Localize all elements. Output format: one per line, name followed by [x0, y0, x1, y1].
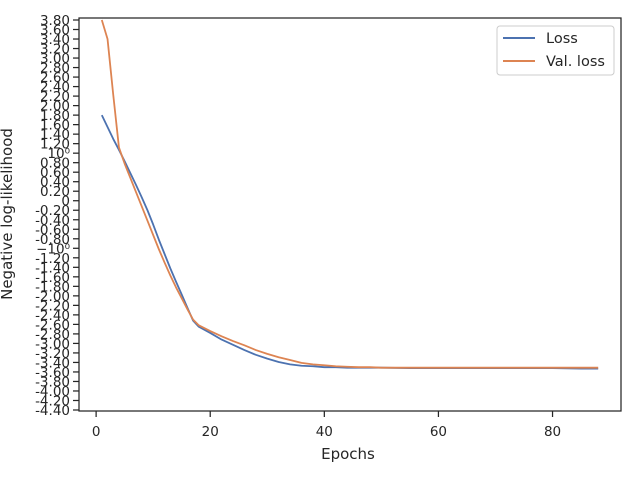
- y-tick-label: 0.40: [40, 175, 70, 191]
- y-tick-label: 10⁰: [47, 146, 70, 162]
- y-tick-label: -3.80: [35, 374, 70, 390]
- x-axis: 0 20 40 60 80: [92, 411, 561, 440]
- y-tick-label: 3.20: [40, 42, 70, 58]
- y-tick-label: 2.80: [40, 61, 70, 77]
- series-line-loss: [101, 114, 599, 370]
- y-tick-label: 3.80: [40, 13, 70, 29]
- x-tick-label: 60: [430, 424, 447, 440]
- y-tick-label: 0: [61, 194, 70, 210]
- y-tick-label: 0.60: [40, 165, 70, 181]
- y-tick-label: 3.60: [40, 23, 70, 39]
- y-tick-label: -2.80: [35, 327, 70, 343]
- y-tick-label: -1.60: [35, 270, 70, 286]
- plot-area-frame: [78, 17, 622, 412]
- y-tick-label: −10⁰: [36, 241, 70, 257]
- y-tick-label: -3.40: [35, 355, 70, 371]
- y-tick-label: 0.80: [40, 156, 70, 172]
- x-tick-label: 0: [92, 424, 101, 440]
- y-tick-label: -0.40: [35, 213, 70, 229]
- y-tick-label: 0.20: [40, 184, 70, 200]
- y-tick-label: -0.60: [35, 222, 70, 238]
- series-line-val-loss: [100, 19, 599, 369]
- y-axis: 3.803.603.403.203.002.802.602.402.202.00…: [35, 13, 79, 419]
- series-layer: [100, 19, 599, 370]
- y-tick-label: -1.80: [35, 279, 70, 295]
- y-tick-label: -2.00: [35, 289, 70, 305]
- legend-label-val-loss: Val. loss: [546, 54, 605, 70]
- y-tick-label: 1.40: [40, 127, 70, 143]
- legend-label-loss: Loss: [546, 31, 578, 47]
- y-tick-label: -4.20: [35, 393, 70, 409]
- y-tick-label: 3.40: [40, 32, 70, 48]
- y-tick-label: 1.60: [40, 118, 70, 134]
- y-tick-label: -1.40: [35, 260, 70, 276]
- y-tick-label: 1.20: [40, 137, 70, 153]
- y-tick-label: 2.20: [40, 89, 70, 105]
- y-tick-label: 2.60: [40, 70, 70, 86]
- y-tick-label: -1.20: [35, 251, 70, 267]
- y-tick-label: -2.20: [35, 298, 70, 314]
- x-tick-label: 80: [544, 424, 561, 440]
- x-tick-label: 20: [202, 424, 219, 440]
- y-tick-label: -0.20: [35, 203, 70, 219]
- x-axis-label: Epochs: [321, 445, 375, 463]
- x-tick-label: 40: [316, 424, 333, 440]
- y-tick-label: 1.80: [40, 108, 70, 124]
- y-tick-label: -3.20: [35, 346, 70, 362]
- y-axis-label: Negative log-likelihood: [0, 128, 16, 300]
- y-tick-label: -4.00: [35, 384, 70, 400]
- y-tick-label: -2.40: [35, 308, 70, 324]
- y-tick-label: 2.40: [40, 80, 70, 96]
- y-tick-label: 3.00: [40, 51, 70, 67]
- y-tick-label: -3.60: [35, 365, 70, 381]
- y-tick-label: -0.80: [35, 232, 70, 248]
- legend: Loss Val. loss: [496, 25, 615, 76]
- y-tick-label: 2.00: [40, 99, 70, 115]
- y-tick-label: -3.00: [35, 336, 70, 352]
- y-tick-label: -4.40: [35, 403, 70, 419]
- y-tick-label: -2.60: [35, 317, 70, 333]
